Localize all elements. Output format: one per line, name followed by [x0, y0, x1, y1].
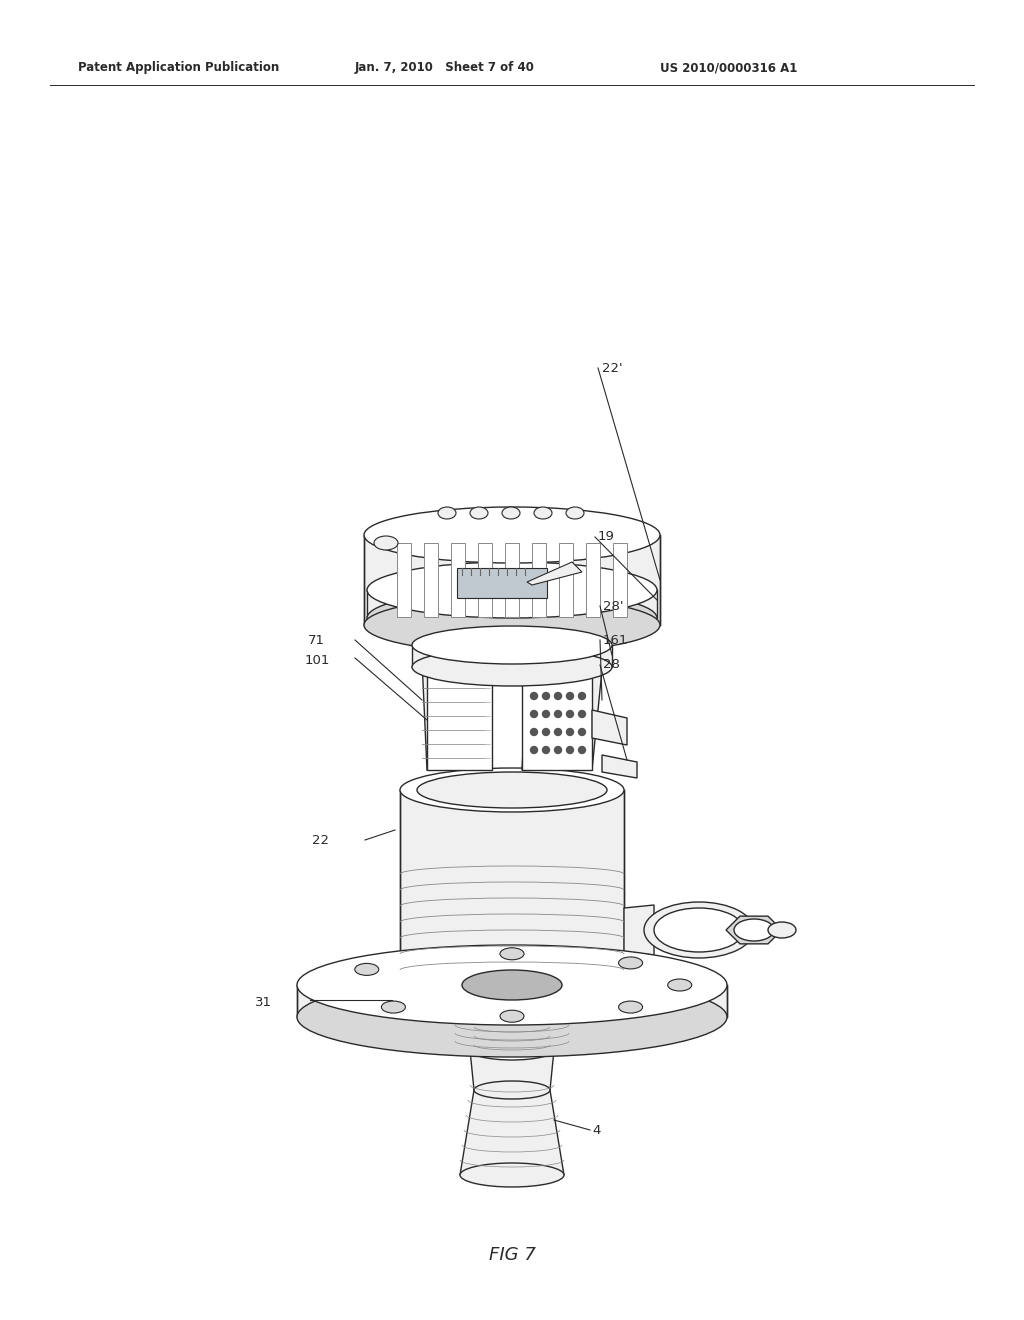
Ellipse shape	[457, 972, 567, 998]
Ellipse shape	[470, 1040, 554, 1060]
Ellipse shape	[500, 948, 524, 960]
Ellipse shape	[618, 957, 643, 969]
Polygon shape	[397, 543, 411, 616]
Ellipse shape	[412, 626, 612, 664]
Text: 22: 22	[312, 833, 329, 846]
Polygon shape	[522, 671, 592, 770]
Ellipse shape	[502, 507, 520, 519]
Ellipse shape	[644, 902, 754, 958]
Polygon shape	[412, 645, 612, 667]
Polygon shape	[451, 543, 465, 616]
Circle shape	[543, 747, 550, 754]
Polygon shape	[624, 906, 654, 954]
Polygon shape	[505, 543, 519, 616]
Polygon shape	[364, 535, 660, 624]
Circle shape	[566, 729, 573, 735]
Bar	[457, 568, 547, 598]
Polygon shape	[457, 985, 567, 1020]
Text: 28': 28'	[603, 599, 624, 612]
Ellipse shape	[474, 1081, 550, 1100]
Polygon shape	[592, 710, 627, 744]
Ellipse shape	[400, 964, 624, 1007]
Text: 4: 4	[592, 1123, 600, 1137]
Polygon shape	[460, 1090, 564, 1175]
Ellipse shape	[460, 1163, 564, 1187]
Circle shape	[566, 693, 573, 700]
Polygon shape	[297, 985, 727, 1016]
Circle shape	[555, 710, 561, 718]
Polygon shape	[400, 789, 624, 985]
Text: 19: 19	[598, 531, 614, 544]
Polygon shape	[602, 755, 637, 777]
Polygon shape	[532, 543, 546, 616]
Polygon shape	[527, 562, 582, 585]
Ellipse shape	[412, 648, 612, 686]
Ellipse shape	[476, 1011, 548, 1030]
Circle shape	[543, 729, 550, 735]
Circle shape	[579, 710, 586, 718]
Ellipse shape	[470, 507, 488, 519]
Text: US 2010/0000316 A1: US 2010/0000316 A1	[660, 62, 798, 74]
Polygon shape	[470, 1020, 554, 1049]
Ellipse shape	[364, 597, 660, 653]
Circle shape	[555, 747, 561, 754]
Circle shape	[543, 710, 550, 718]
Ellipse shape	[367, 590, 657, 645]
Circle shape	[530, 693, 538, 700]
Ellipse shape	[297, 977, 727, 1057]
Ellipse shape	[462, 970, 562, 1001]
Ellipse shape	[417, 772, 607, 808]
Ellipse shape	[618, 1001, 643, 1012]
Ellipse shape	[566, 507, 584, 519]
Polygon shape	[478, 543, 492, 616]
Circle shape	[566, 710, 573, 718]
Text: Patent Application Publication: Patent Application Publication	[78, 62, 280, 74]
Ellipse shape	[374, 536, 398, 550]
Ellipse shape	[297, 945, 727, 1026]
Ellipse shape	[367, 562, 657, 618]
Polygon shape	[522, 671, 602, 770]
Ellipse shape	[354, 964, 379, 975]
Text: 22': 22'	[602, 362, 623, 375]
Text: Jan. 7, 2010   Sheet 7 of 40: Jan. 7, 2010 Sheet 7 of 40	[355, 62, 535, 74]
Ellipse shape	[654, 908, 744, 952]
Ellipse shape	[400, 768, 624, 812]
Polygon shape	[367, 590, 657, 618]
Ellipse shape	[768, 921, 796, 939]
Ellipse shape	[438, 507, 456, 519]
Circle shape	[579, 693, 586, 700]
Ellipse shape	[364, 507, 660, 564]
Ellipse shape	[734, 919, 774, 941]
Polygon shape	[427, 660, 492, 770]
Polygon shape	[422, 660, 492, 770]
Circle shape	[543, 693, 550, 700]
Ellipse shape	[668, 979, 691, 991]
Circle shape	[579, 729, 586, 735]
Circle shape	[555, 729, 561, 735]
Text: 161: 161	[603, 634, 629, 647]
Polygon shape	[470, 1049, 554, 1090]
Circle shape	[579, 747, 586, 754]
Ellipse shape	[500, 1010, 524, 1022]
Circle shape	[555, 693, 561, 700]
Text: 28: 28	[603, 659, 620, 672]
Ellipse shape	[381, 1001, 406, 1012]
Polygon shape	[559, 543, 573, 616]
Circle shape	[530, 747, 538, 754]
Text: 71: 71	[308, 634, 325, 647]
Polygon shape	[613, 543, 627, 616]
Text: 31: 31	[255, 995, 272, 1008]
Polygon shape	[726, 916, 782, 944]
Circle shape	[566, 747, 573, 754]
Circle shape	[530, 710, 538, 718]
Ellipse shape	[534, 507, 552, 519]
Polygon shape	[586, 543, 600, 616]
Text: 101: 101	[305, 653, 331, 667]
Text: FIG 7: FIG 7	[488, 1246, 536, 1265]
Circle shape	[530, 729, 538, 735]
Polygon shape	[424, 543, 438, 616]
